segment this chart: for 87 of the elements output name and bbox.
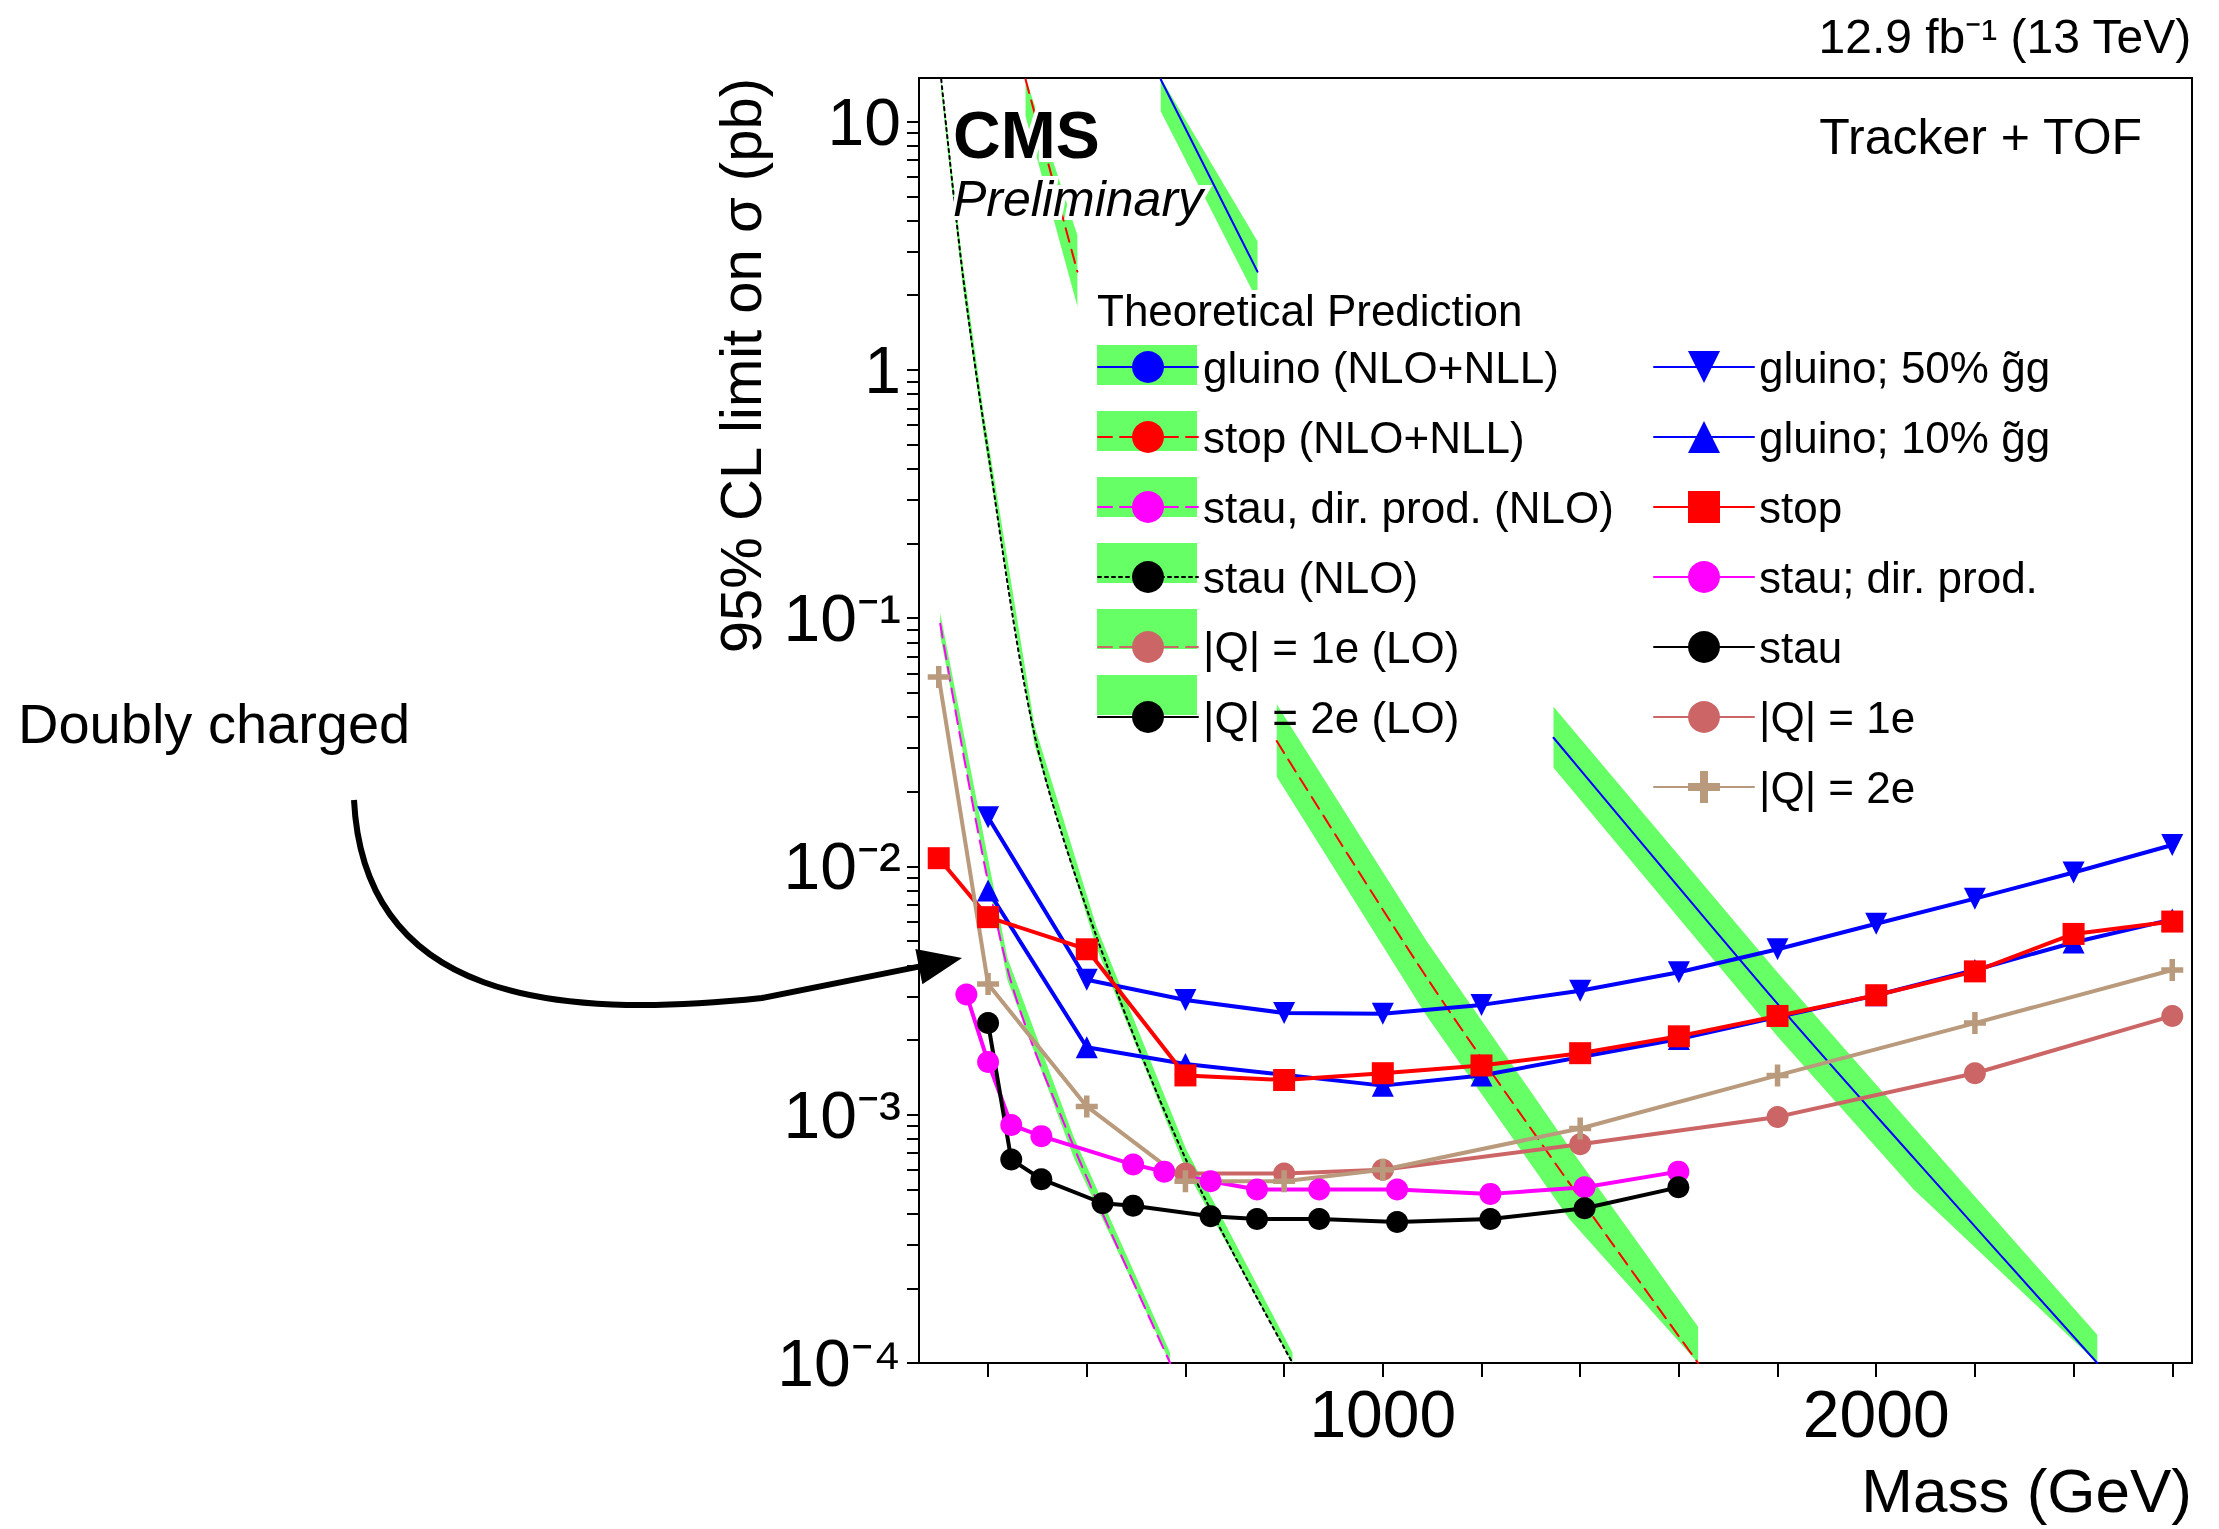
point — [1030, 1125, 1053, 1148]
point — [1766, 1064, 1789, 1087]
point — [1865, 912, 1888, 935]
point — [2062, 922, 2085, 945]
point — [1386, 1210, 1409, 1233]
point — [1122, 1194, 1145, 1217]
point — [977, 806, 1000, 829]
y-tick-label: 10 — [827, 84, 901, 159]
point — [1569, 1042, 1592, 1065]
point — [1174, 988, 1197, 1011]
point — [1075, 968, 1098, 991]
y-axis-title: 95% CL limit on σ (pb) — [707, 78, 773, 654]
point — [1199, 1170, 1222, 1193]
x-axis-title: Mass (GeV) — [1861, 1455, 2192, 1525]
point — [1000, 1113, 1023, 1136]
y-tick-label: 10⁻⁴ — [777, 1326, 901, 1400]
point — [1273, 1170, 1296, 1193]
point — [1000, 1148, 1023, 1171]
legend-label: stau; dir. prod. — [1759, 552, 2038, 602]
point — [1963, 1062, 1986, 1085]
point — [1246, 1208, 1268, 1231]
point — [1766, 938, 1789, 961]
text: 12.9 fb⁻¹ (13 TeV) — [1818, 9, 2192, 63]
legend-label: stop (NLO+NLL) — [1203, 412, 1525, 462]
legend-title: Theoretical Prediction — [1097, 285, 1523, 335]
point — [1667, 1176, 1690, 1199]
point — [1091, 1192, 1114, 1215]
point — [1246, 1178, 1268, 1201]
point — [977, 1051, 1000, 1074]
point — [955, 983, 978, 1006]
point — [1963, 1012, 1986, 1035]
point — [1479, 1208, 1502, 1231]
annotation: Tracker + TOF — [1819, 109, 2143, 165]
point — [977, 973, 1000, 996]
point — [1075, 1036, 1098, 1059]
point — [1174, 1170, 1197, 1193]
legend-label: gluino; 10% g̃g — [1759, 412, 2051, 462]
point — [2161, 1004, 2184, 1027]
y-tick-label: 10⁻¹ — [783, 581, 901, 656]
point — [1371, 1002, 1394, 1025]
point — [1308, 1178, 1331, 1201]
point — [977, 879, 1000, 902]
text: Doubly charged — [18, 691, 411, 755]
legend-label: |Q| = 2e — [1759, 762, 1916, 812]
point — [1030, 1168, 1053, 1191]
point — [1386, 1178, 1409, 1201]
point — [1573, 1176, 1596, 1199]
y-tick-label: 1 — [864, 332, 901, 407]
point — [1470, 1054, 1493, 1077]
point — [2161, 958, 2184, 981]
point — [1573, 1197, 1596, 1220]
point — [1667, 961, 1690, 984]
legend-label: gluino (NLO+NLL) — [1203, 342, 1559, 392]
legend-label: stau — [1759, 622, 1843, 672]
point — [1153, 1160, 1176, 1183]
point — [977, 1012, 1000, 1035]
point — [1766, 1105, 1789, 1128]
point — [1766, 1004, 1789, 1027]
legend-label: stau, dir. prod. (NLO) — [1203, 482, 1614, 532]
point — [1371, 1062, 1394, 1085]
legend-label: gluino; 50% g̃g — [1759, 342, 2051, 392]
x-tick-label: 2000 — [1802, 1377, 1950, 1451]
point — [1199, 1205, 1222, 1228]
point — [1963, 887, 1986, 910]
legend-label: stop — [1759, 482, 1843, 532]
point — [977, 906, 1000, 929]
point — [1122, 1153, 1145, 1176]
point — [1075, 1095, 1098, 1118]
legend-label: |Q| = 1e (LO) — [1203, 622, 1460, 672]
legend-label: stau (NLO) — [1203, 552, 1419, 602]
point — [1569, 979, 1592, 1002]
point — [2062, 861, 2085, 884]
point — [927, 847, 950, 870]
point — [1273, 1069, 1296, 1092]
point — [2161, 834, 2184, 857]
legend-label: |Q| = 1e — [1759, 692, 1916, 742]
point — [1308, 1208, 1331, 1231]
y-tick-label: 10⁻³ — [783, 1077, 901, 1152]
point — [1174, 1064, 1197, 1087]
point — [1569, 1117, 1592, 1140]
point — [1075, 938, 1098, 961]
point — [927, 665, 950, 688]
point — [1273, 1001, 1296, 1024]
x-tick-label: 1000 — [1309, 1377, 1457, 1451]
point — [1479, 1182, 1502, 1205]
y-tick-label: 10⁻² — [783, 829, 901, 904]
point — [1470, 993, 1493, 1016]
